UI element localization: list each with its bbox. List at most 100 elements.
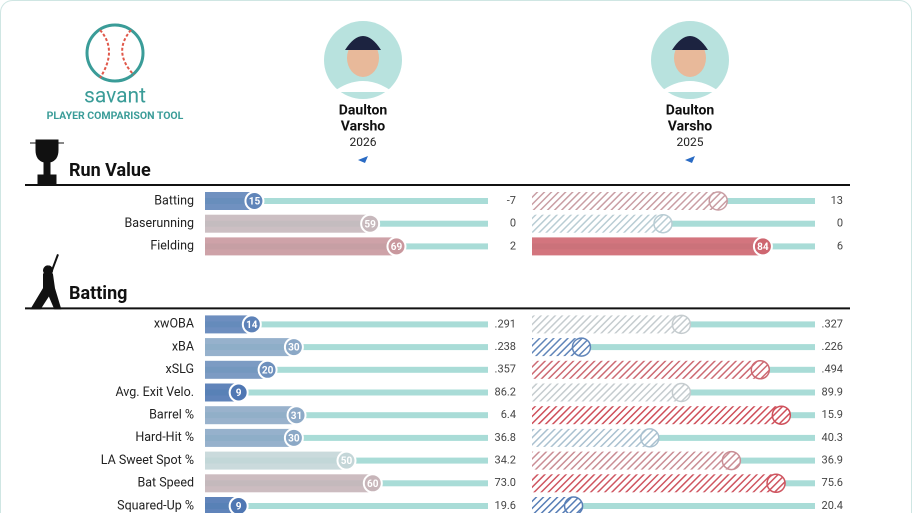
bar-track (532, 344, 815, 351)
metric-value: -7 (507, 194, 516, 207)
metric-label: Bat Speed (137, 476, 194, 491)
bar-track (532, 220, 815, 227)
metric-value: .238 (495, 340, 516, 353)
percentile-text: 14 (246, 320, 258, 331)
bar-track (532, 434, 815, 441)
metric-value: .226 (822, 340, 843, 353)
percentile-dot (283, 427, 304, 448)
subtitle: PLAYER COMPARISON TOOL (47, 109, 184, 122)
metric-value: 13 (831, 194, 843, 207)
metric-value: 6.4 (501, 408, 516, 421)
percentile-bar (532, 428, 650, 447)
metric-value: .291 (495, 317, 516, 330)
logo: savant PLAYER COMPARISON TOOL (47, 23, 184, 122)
percentile-bar (532, 497, 574, 515)
percentile-bar (205, 237, 397, 256)
percentile-bar (532, 406, 782, 425)
percentile-text: 15 (249, 197, 261, 208)
player-season: 2025 (677, 135, 704, 149)
percentile-text: 9 (236, 502, 242, 513)
percentile-text: 50 (341, 456, 353, 467)
bar-track (205, 434, 488, 441)
percentile-bar (205, 474, 373, 493)
player-name: Varsho (341, 119, 385, 135)
metric-value: 86.2 (495, 385, 516, 398)
percentile-dot (360, 213, 381, 234)
metric-value: 0 (837, 217, 843, 230)
bar-track (532, 503, 815, 509)
percentile-dot (671, 382, 692, 403)
metric-label: LA Sweet Spot % (101, 453, 194, 468)
section-icon (30, 254, 62, 310)
metric-label: xBA (172, 339, 194, 354)
player-season: 2026 (350, 135, 377, 149)
percentile-bar (205, 360, 268, 379)
metric-value: 0 (510, 217, 516, 230)
bar-track (205, 389, 488, 396)
metric-value: 15.9 (822, 408, 843, 421)
percentile-bar (532, 451, 732, 470)
metric-label: Barrel % (149, 407, 194, 422)
section-icon (30, 139, 64, 185)
percentile-text: 60 (367, 479, 379, 490)
metric-value: 36.8 (495, 431, 516, 444)
percentile-dot (241, 314, 262, 335)
percentile-bar (205, 406, 297, 425)
percentile-text: 20 (262, 365, 274, 376)
metric-value: 6 (837, 239, 843, 252)
percentile-bar (532, 237, 763, 256)
percentile-dot (766, 473, 786, 494)
metric-value: 89.9 (822, 385, 843, 398)
bar-track (205, 344, 488, 351)
metric-label: Fielding (150, 239, 194, 254)
metric-label: Avg. Exit Velo. (115, 385, 194, 400)
player-shirt (660, 81, 720, 92)
metric-value: 40.3 (822, 431, 843, 444)
percentile-dot (228, 382, 249, 403)
metric-value: 73.0 (495, 476, 516, 489)
percentile-bar (205, 338, 294, 357)
section-title: Batting (69, 283, 127, 304)
metric-value: 75.6 (822, 476, 843, 489)
percentile-dot (571, 337, 592, 357)
percentile-text: 9 (236, 388, 242, 399)
percentile-dot (721, 450, 742, 471)
percentile-bar (205, 451, 347, 470)
metric-value: 19.6 (495, 499, 516, 512)
percentile-dot (771, 405, 792, 425)
percentile-bar (532, 338, 582, 357)
percentile-dot (671, 314, 692, 335)
percentile-text: 31 (291, 411, 302, 422)
bar-track (205, 366, 488, 373)
percentile-dot (640, 428, 660, 448)
percentile-text: 69 (391, 242, 403, 253)
percentile-bar (205, 315, 252, 334)
metric-label: xwOBA (154, 317, 194, 332)
percentile-dot (244, 191, 265, 211)
percentile-dot (653, 213, 673, 234)
percentile-bar (205, 214, 371, 233)
percentile-bar (532, 360, 761, 379)
percentile-dot (362, 473, 383, 494)
percentile-bar (532, 474, 777, 493)
percentile-text: 30 (288, 343, 300, 354)
bar-track (205, 198, 488, 204)
section-title: Run Value (69, 160, 151, 181)
percentile-dot (752, 236, 773, 257)
percentile-bar (205, 192, 255, 210)
player-name: Daulton (339, 103, 388, 119)
percentile-bar (532, 192, 719, 210)
team-logo (358, 156, 368, 163)
player-cap (672, 36, 708, 50)
player-cap (345, 36, 381, 50)
player-shirt (333, 81, 393, 92)
metric-value: .357 (495, 363, 516, 376)
metric-value: 34.2 (495, 454, 516, 467)
bar-track (205, 321, 488, 328)
percentile-text: 59 (364, 219, 376, 230)
team-logo (685, 156, 695, 163)
percentile-dot (708, 191, 728, 211)
percentile-bar (532, 214, 663, 233)
metric-label: Batting (154, 193, 194, 208)
percentile-dot (750, 360, 771, 380)
